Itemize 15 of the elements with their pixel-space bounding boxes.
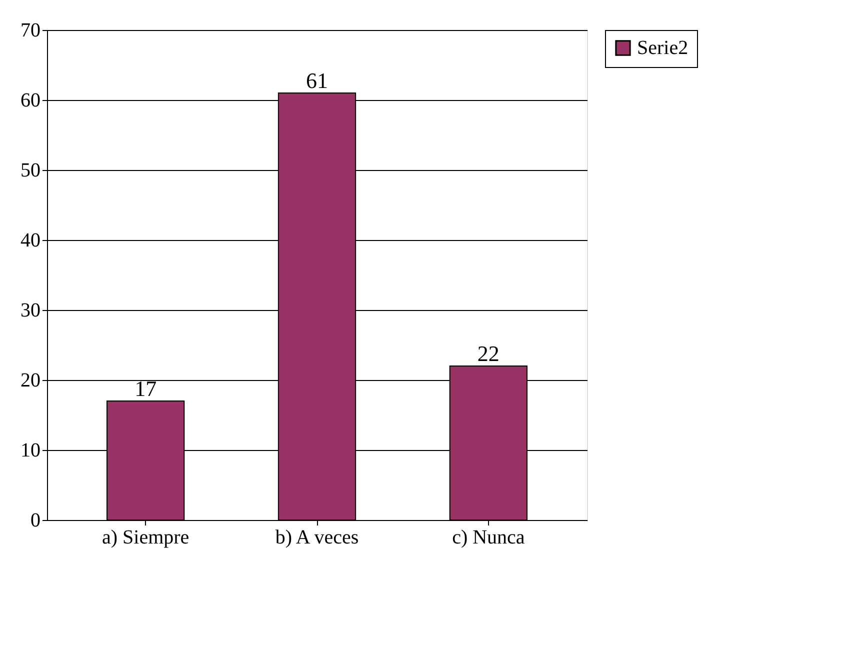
y-tick-label: 20 [20,370,40,392]
x-tick-label: a) Siempre [102,526,190,548]
y-tick-label: 60 [20,90,40,112]
data-label: 17 [134,376,157,401]
legend-label: Serie2 [637,37,688,59]
x-tick-label: c) Nunca [452,526,525,548]
y-tick-label: 10 [20,440,40,462]
x-tick-label: b) A veces [275,526,359,548]
y-tick-label: 0 [30,510,40,532]
data-label: 22 [477,341,500,366]
y-tick-label: 70 [20,20,40,42]
y-tick-label: 40 [20,230,40,252]
y-tick-label: 30 [20,300,40,322]
y-tick-label: 50 [20,160,40,182]
data-label: 61 [306,68,328,93]
